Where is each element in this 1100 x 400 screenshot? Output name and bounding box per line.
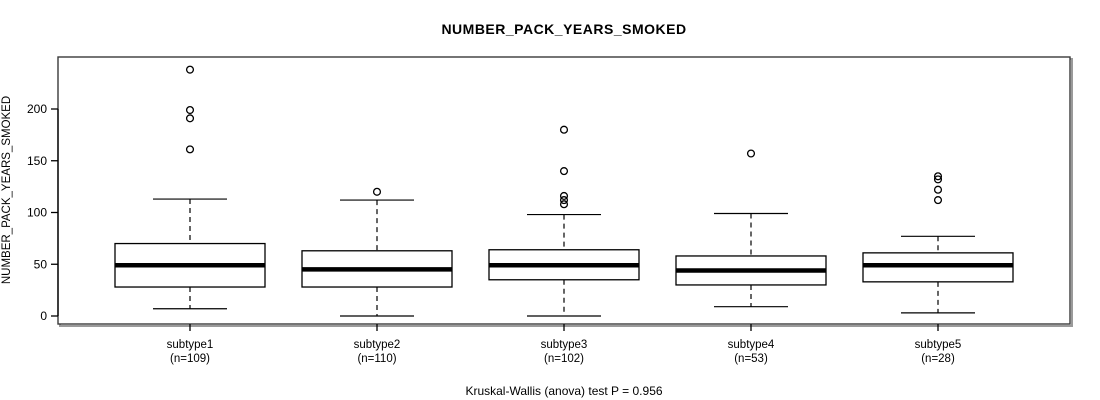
x-group-n-label: (n=28): [921, 353, 955, 365]
x-group-label: subtype5: [915, 339, 962, 351]
y-tick-label: 150: [27, 154, 47, 168]
outlier-point: [933, 175, 943, 184]
outlier-point: [185, 105, 195, 115]
x-group-label: subtype1: [167, 339, 214, 351]
outlier-point: [933, 196, 943, 205]
outlier-point: [746, 149, 756, 158]
x-group-n-label: (n=110): [357, 353, 396, 365]
y-tick-label: 50: [34, 257, 48, 271]
outlier-point: [559, 125, 569, 134]
chart-title: NUMBER_PACK_YEARS_SMOKED: [441, 21, 687, 37]
x-group-label: subtype3: [541, 339, 588, 351]
outlier-point: [933, 185, 943, 194]
y-tick-label: 100: [27, 206, 47, 220]
y-tick-label: 200: [27, 102, 47, 116]
outlier-point: [559, 191, 569, 200]
outlier-point: [559, 196, 569, 205]
outlier-point: [185, 145, 195, 154]
outlier-point: [185, 114, 195, 123]
outlier-point: [185, 65, 195, 74]
x-group-n-label: (n=102): [544, 353, 584, 365]
x-group-label: subtype4: [728, 339, 775, 351]
x-group-label: subtype2: [354, 339, 401, 351]
x-group-n-label: (n=53): [734, 353, 768, 365]
outlier-point: [559, 200, 569, 209]
outlier-point: [559, 167, 569, 176]
outlier-point: [372, 187, 382, 196]
stat-test-caption: Kruskal-Wallis (anova) test P = 0.956: [465, 384, 663, 398]
x-group-n-label: (n=109): [170, 353, 210, 365]
y-tick-label: 0: [40, 309, 47, 323]
outlier-point: [933, 172, 943, 181]
